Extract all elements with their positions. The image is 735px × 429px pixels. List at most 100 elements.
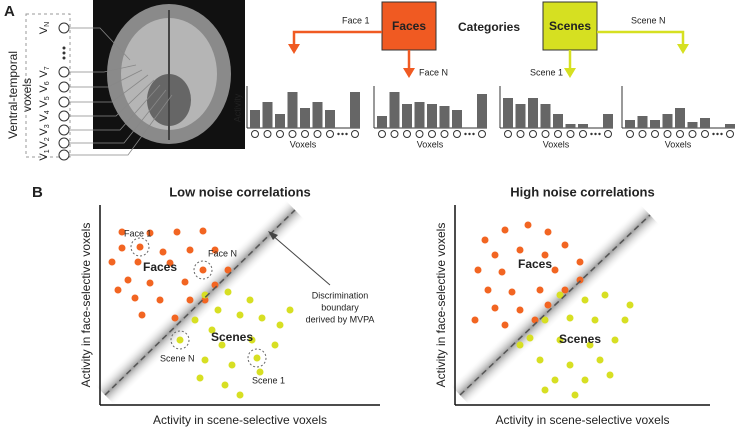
face-dot xyxy=(491,304,499,312)
bar xyxy=(477,94,487,128)
scene-dot xyxy=(566,361,574,369)
ellipsis-dot xyxy=(472,132,475,136)
voxel xyxy=(604,130,612,138)
label-line: Ventral-temporal xyxy=(6,51,20,139)
face-dot xyxy=(551,266,559,274)
scene-dot xyxy=(516,341,524,349)
scene-dot xyxy=(566,314,574,322)
ellipsis-dot xyxy=(598,132,601,136)
face-dot xyxy=(136,243,144,251)
bar xyxy=(414,102,425,128)
voxel-label: V2 xyxy=(38,137,51,148)
arrows xyxy=(288,30,689,78)
face-dot xyxy=(173,228,181,236)
scene-dot xyxy=(536,356,544,364)
bar xyxy=(528,98,538,128)
scene-dot xyxy=(208,326,216,334)
bar xyxy=(262,102,273,128)
voxel-link xyxy=(69,89,167,144)
voxel-letter: V xyxy=(38,141,50,149)
scene-dot xyxy=(221,381,229,389)
face-dot xyxy=(501,226,509,234)
voxels-label: Voxels xyxy=(543,139,570,149)
arrow-head xyxy=(403,68,415,78)
face-dot xyxy=(134,258,142,266)
voxel-link xyxy=(69,79,155,117)
voxel xyxy=(701,130,709,138)
voxel xyxy=(58,110,70,122)
scene-dot xyxy=(256,368,264,376)
scene-dot xyxy=(571,391,579,399)
faces-label: Faces xyxy=(518,257,552,271)
voxel xyxy=(579,130,587,138)
ellipsis-dot xyxy=(62,56,66,60)
voxel-label: V3 xyxy=(38,124,51,135)
face-dot xyxy=(171,314,179,322)
face-dot xyxy=(491,251,499,259)
scene-dot xyxy=(581,376,589,384)
scene-dot xyxy=(601,291,609,299)
ellipsis-dot xyxy=(594,132,597,136)
scene-dot xyxy=(541,316,549,324)
ellipsis-dot xyxy=(712,132,715,136)
voxel-letter: V xyxy=(38,85,50,93)
scene-dot xyxy=(556,291,564,299)
face-dot xyxy=(211,246,219,254)
voxel xyxy=(58,81,70,93)
scene-dot xyxy=(246,296,254,304)
bar xyxy=(287,92,298,128)
voxel xyxy=(403,130,411,138)
scene-dot xyxy=(526,334,534,342)
face-dot xyxy=(561,241,569,249)
face-dot xyxy=(181,278,189,286)
voxel xyxy=(541,130,550,138)
face-dot xyxy=(544,301,552,309)
scene-dot xyxy=(196,374,204,382)
face-dot xyxy=(186,246,194,254)
voxel xyxy=(326,130,334,138)
scene-dot xyxy=(218,341,226,349)
boundary-line xyxy=(104,209,296,396)
scenes-label: Scenes xyxy=(549,19,591,33)
voxel xyxy=(288,130,297,138)
plot-title: High noise correlations xyxy=(510,184,654,199)
scene-dot xyxy=(276,321,284,329)
voxel xyxy=(516,130,525,138)
scene-dot xyxy=(606,371,614,379)
scene-dot xyxy=(248,336,256,344)
face-dot xyxy=(199,227,207,235)
face-dot xyxy=(576,276,584,284)
example-ring xyxy=(247,348,267,368)
face-dot xyxy=(146,279,154,287)
face-dot xyxy=(159,248,167,256)
voxel-sub: 6 xyxy=(44,81,51,85)
scene-dot xyxy=(236,391,244,399)
voxel xyxy=(251,130,259,138)
bar xyxy=(637,116,648,128)
voxel-sub: N xyxy=(44,22,51,27)
example-ring xyxy=(130,237,150,257)
face-dot xyxy=(536,286,544,294)
voxel-letter: V xyxy=(38,100,50,108)
face-1-label: Face 1 xyxy=(342,15,370,25)
voxel xyxy=(638,130,647,138)
ellipsis-dot xyxy=(341,132,344,136)
voxel-sub: 1 xyxy=(44,149,51,153)
voxel xyxy=(276,130,284,138)
ellipsis-dot xyxy=(337,132,340,136)
boundary-note: derived by MVPA xyxy=(306,314,375,324)
bar xyxy=(300,108,310,128)
bar xyxy=(725,124,735,128)
scene-dot xyxy=(581,296,589,304)
scene-dot xyxy=(224,288,232,296)
voxels-label: Voxels xyxy=(417,139,444,149)
face-dot xyxy=(541,251,549,259)
face-dot xyxy=(498,268,506,276)
ellipsis-dot xyxy=(590,132,593,136)
bar xyxy=(565,124,576,128)
face-dot xyxy=(114,286,122,294)
scene-dot xyxy=(541,386,549,394)
ellipsis-dot xyxy=(62,51,66,55)
voxel xyxy=(554,130,562,138)
